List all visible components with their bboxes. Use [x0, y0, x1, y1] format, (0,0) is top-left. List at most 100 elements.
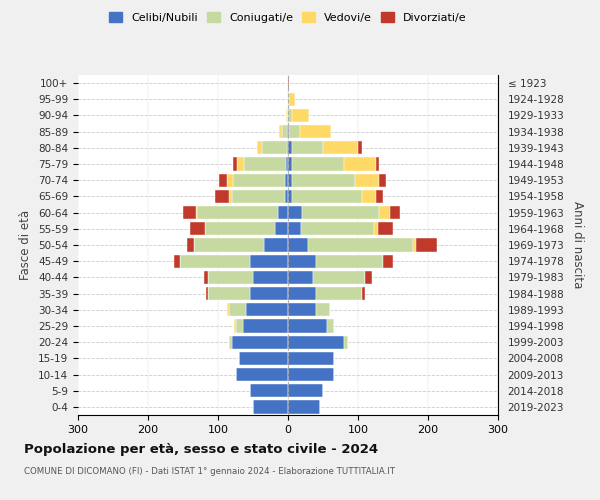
Text: Maschi: Maschi [0, 499, 1, 500]
Bar [246, 303, 288, 316]
Bar [193, 238, 263, 252]
Bar [229, 336, 232, 349]
Bar [253, 270, 288, 284]
Bar [232, 336, 288, 349]
Bar [277, 206, 288, 220]
Bar [288, 76, 289, 90]
Bar [288, 336, 344, 349]
Bar [284, 190, 288, 203]
Bar [288, 303, 316, 316]
Bar [316, 254, 383, 268]
Bar [289, 92, 295, 106]
Bar [292, 158, 344, 170]
Bar [288, 174, 292, 187]
Bar [361, 287, 365, 300]
Bar [413, 238, 416, 252]
Bar [205, 222, 275, 235]
Bar [235, 320, 242, 332]
Bar [288, 141, 292, 154]
Bar [239, 352, 288, 365]
Bar [383, 254, 393, 268]
Bar [288, 125, 289, 138]
Bar [374, 222, 377, 235]
Bar [288, 158, 292, 170]
Bar [286, 109, 287, 122]
Bar [316, 287, 361, 300]
Bar [279, 125, 282, 138]
Bar [282, 125, 287, 138]
Legend: Celibi/Nubili, Coniugati/e, Vedovi/e, Divorziati/e: Celibi/Nubili, Coniugati/e, Vedovi/e, Di… [105, 8, 471, 28]
Bar [288, 109, 292, 122]
Bar [208, 270, 253, 284]
Bar [229, 303, 246, 316]
Bar [288, 287, 316, 300]
Bar [227, 303, 229, 316]
Bar [292, 174, 355, 187]
Bar [204, 270, 208, 284]
Bar [253, 400, 288, 413]
Bar [287, 109, 288, 122]
Bar [365, 270, 372, 284]
Bar [377, 222, 393, 235]
Bar [361, 190, 376, 203]
Bar [288, 270, 313, 284]
Bar [288, 206, 302, 220]
Bar [292, 109, 309, 122]
Y-axis label: Fasce di età: Fasce di età [19, 210, 32, 280]
Bar [233, 158, 237, 170]
Bar [250, 254, 288, 268]
Bar [197, 206, 277, 220]
Bar [275, 222, 288, 235]
Bar [288, 238, 308, 252]
Bar [208, 287, 250, 300]
Bar [344, 336, 347, 349]
Bar [300, 125, 331, 138]
Bar [250, 384, 288, 398]
Bar [287, 125, 288, 138]
Bar [313, 270, 365, 284]
Bar [301, 222, 374, 235]
Bar [292, 190, 361, 203]
Bar [237, 158, 244, 170]
Bar [179, 254, 250, 268]
Bar [196, 206, 197, 220]
Bar [389, 206, 400, 220]
Text: Popolazione per età, sesso e stato civile - 2024: Popolazione per età, sesso e stato civil… [24, 442, 378, 456]
Text: Femmine: Femmine [0, 499, 1, 500]
Bar [286, 158, 288, 170]
Bar [358, 141, 361, 154]
Bar [242, 320, 288, 332]
Bar [287, 141, 288, 154]
Bar [302, 206, 379, 220]
Bar [289, 125, 300, 138]
Bar [379, 174, 386, 187]
Bar [288, 352, 334, 365]
Y-axis label: Anni di nascita: Anni di nascita [571, 202, 584, 288]
Bar [244, 158, 286, 170]
Bar [288, 400, 320, 413]
Bar [376, 190, 383, 203]
Bar [292, 141, 323, 154]
Bar [206, 287, 208, 300]
Bar [288, 384, 323, 398]
Bar [288, 254, 316, 268]
Bar [215, 190, 229, 203]
Bar [235, 368, 288, 381]
Text: COMUNE DI DICOMANO (FI) - Dati ISTAT 1° gennaio 2024 - Elaborazione TUTTITALIA.I: COMUNE DI DICOMANO (FI) - Dati ISTAT 1° … [24, 468, 395, 476]
Bar [288, 92, 289, 106]
Bar [344, 158, 376, 170]
Bar [355, 174, 379, 187]
Bar [250, 287, 288, 300]
Bar [234, 320, 235, 332]
Bar [288, 190, 292, 203]
Bar [288, 368, 334, 381]
Bar [285, 174, 288, 187]
Bar [262, 141, 287, 154]
Bar [379, 206, 389, 220]
Bar [227, 174, 233, 187]
Bar [326, 320, 334, 332]
Bar [288, 222, 301, 235]
Bar [232, 190, 284, 203]
Bar [190, 222, 205, 235]
Bar [376, 158, 379, 170]
